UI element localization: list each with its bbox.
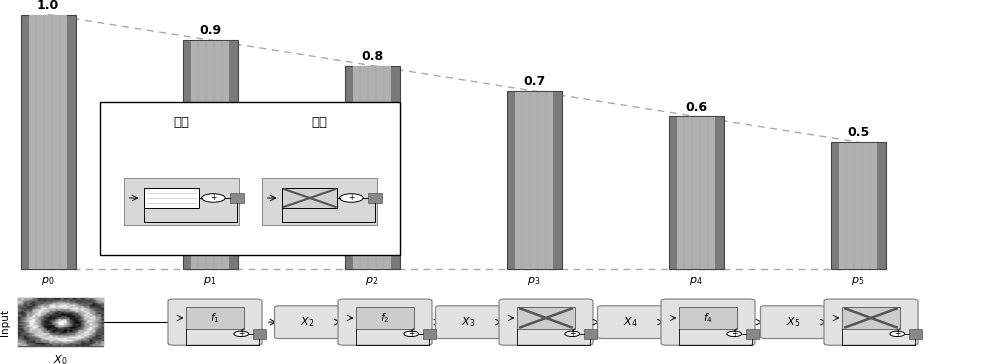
Text: 0.6: 0.6: [685, 100, 707, 114]
Bar: [668, 116, 724, 269]
Bar: [282, 188, 337, 208]
Text: $p_{3}$: $p_{3}$: [527, 275, 541, 287]
Text: Input: Input: [0, 309, 10, 336]
Bar: [186, 307, 244, 329]
Circle shape: [727, 331, 742, 337]
Bar: [20, 15, 76, 269]
Text: +: +: [238, 329, 244, 339]
Bar: [507, 91, 562, 269]
Bar: [909, 329, 922, 339]
Bar: [517, 307, 575, 329]
Bar: [100, 102, 400, 255]
Text: $p_{1}$: $p_{1}$: [203, 275, 217, 287]
Circle shape: [340, 194, 363, 202]
Text: $p_{0}$: $p_{0}$: [41, 275, 55, 287]
Text: +: +: [731, 329, 737, 339]
Bar: [230, 193, 244, 203]
Bar: [344, 66, 400, 269]
Bar: [253, 329, 266, 339]
Bar: [144, 188, 199, 208]
Text: $p_{2}$: $p_{2}$: [365, 275, 379, 287]
Text: 0.5: 0.5: [847, 126, 869, 139]
FancyBboxPatch shape: [338, 299, 432, 345]
FancyBboxPatch shape: [274, 306, 339, 339]
Circle shape: [234, 331, 249, 337]
Circle shape: [890, 331, 905, 337]
Text: $X_{4}$: $X_{4}$: [623, 315, 637, 329]
Text: $f_4$: $f_4$: [703, 311, 713, 325]
Text: +: +: [894, 329, 900, 339]
Bar: [29, 15, 67, 269]
Text: 1.0: 1.0: [37, 0, 59, 12]
Text: $X_0$: $X_0$: [53, 353, 68, 364]
FancyBboxPatch shape: [168, 299, 262, 345]
Text: $f_1$: $f_1$: [210, 311, 220, 325]
Bar: [356, 307, 414, 329]
FancyBboxPatch shape: [661, 299, 755, 345]
FancyBboxPatch shape: [436, 306, 500, 339]
Text: +: +: [348, 194, 355, 202]
Bar: [746, 329, 759, 339]
Bar: [842, 307, 900, 329]
Text: $X_{5}$: $X_{5}$: [786, 315, 800, 329]
Bar: [191, 41, 229, 269]
Text: 0.7: 0.7: [523, 75, 545, 88]
Text: 0.8: 0.8: [361, 50, 383, 63]
Bar: [839, 143, 877, 269]
Circle shape: [404, 331, 419, 337]
Bar: [368, 193, 382, 203]
Bar: [679, 307, 737, 329]
Text: +: +: [569, 329, 575, 339]
Bar: [353, 66, 391, 269]
Text: 连通: 连通: [173, 116, 189, 130]
Text: 0.9: 0.9: [199, 24, 221, 37]
Text: $X_{2}$: $X_{2}$: [300, 315, 314, 329]
Bar: [584, 329, 597, 339]
Text: $f_2$: $f_2$: [380, 311, 390, 325]
Text: $p_{4}$: $p_{4}$: [689, 275, 703, 287]
Text: +: +: [210, 194, 217, 202]
Text: $p_{5}$: $p_{5}$: [851, 275, 865, 287]
Bar: [515, 92, 553, 269]
Bar: [182, 40, 238, 269]
Circle shape: [565, 331, 580, 337]
Bar: [18, 298, 103, 346]
Bar: [423, 329, 436, 339]
Text: 断开: 断开: [311, 116, 327, 130]
Bar: [830, 142, 886, 269]
FancyBboxPatch shape: [824, 299, 918, 345]
Text: +: +: [408, 329, 414, 339]
FancyBboxPatch shape: [598, 306, 663, 339]
FancyBboxPatch shape: [499, 299, 593, 345]
FancyBboxPatch shape: [761, 306, 826, 339]
Bar: [677, 117, 715, 269]
Circle shape: [202, 194, 225, 202]
Bar: [124, 178, 239, 225]
Text: $X_{3}$: $X_{3}$: [461, 315, 475, 329]
Bar: [262, 178, 376, 225]
